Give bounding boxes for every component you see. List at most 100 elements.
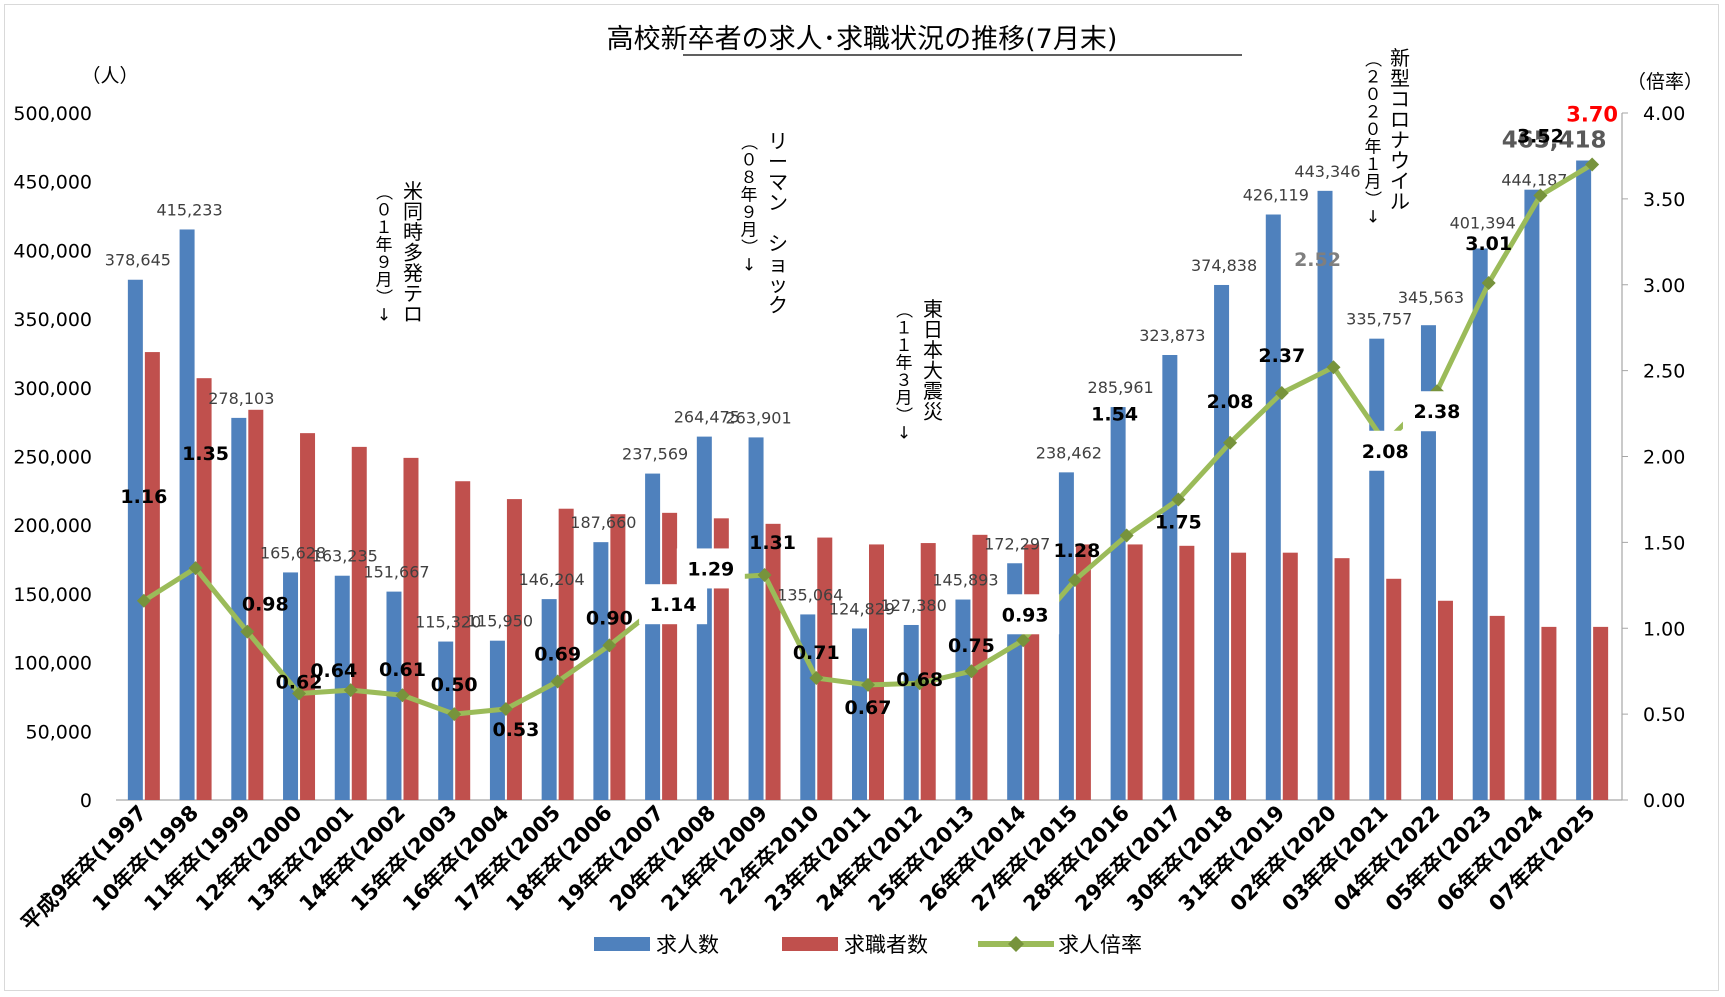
ratio-value-label: 0.69	[534, 643, 581, 665]
annotation-char: ナ	[1390, 128, 1410, 152]
annotation-sub-char: ０	[1365, 85, 1382, 105]
ratio-value-label: 0.98	[242, 594, 289, 616]
ratio-value-label: 1.54	[1091, 404, 1138, 426]
ratio-marker	[395, 688, 410, 703]
ratio-value-label: 0.61	[379, 659, 426, 681]
annotation-sub-char: （	[1362, 51, 1382, 68]
ratio-marker	[1119, 528, 1134, 543]
seeker-bar	[1593, 626, 1609, 800]
seeker-bar	[1024, 544, 1040, 800]
annotation-sub-char: 月	[1365, 173, 1382, 193]
left-tick-label: 250,000	[13, 447, 92, 469]
demand-value-label: 285,961	[1088, 378, 1154, 397]
annotation-sub-char: （	[893, 302, 913, 319]
legend-marker-ratio	[1008, 936, 1024, 952]
annotation-char: リ	[768, 129, 788, 153]
ratio-marker	[1067, 573, 1082, 588]
ratio-marker	[1016, 633, 1031, 648]
seeker-bar	[869, 544, 884, 800]
right-tick-label: 4.00	[1643, 103, 1685, 125]
demand-value-label: 115,320	[415, 613, 481, 632]
demand-bar	[1162, 354, 1178, 800]
annotation-sub-char: ）	[738, 239, 758, 256]
annotation-sub-char: ）	[1362, 191, 1382, 208]
annotation-sub-char: ０	[1365, 120, 1382, 140]
demand-bar	[334, 575, 350, 800]
annotation-char: 本	[923, 338, 943, 362]
annotation-sub-char: １	[896, 336, 913, 356]
ratio-value-label: 2.38	[1414, 401, 1461, 423]
right-tick-label: 0.00	[1643, 790, 1685, 812]
left-tick-label: 200,000	[13, 515, 92, 537]
seeker-bar	[403, 457, 419, 800]
annotation-sub-char: 月	[896, 389, 913, 409]
demand-bar	[1058, 472, 1074, 800]
legend-label-seekers: 求職者数	[844, 933, 928, 957]
demand-value-label: 278,103	[208, 389, 274, 408]
annotation-char: 日	[923, 318, 943, 342]
annotation-char: ン	[768, 191, 788, 215]
demand-value-label: 187,660	[570, 513, 636, 532]
ratio-value-label: 0.68	[896, 669, 943, 691]
annotation-sub-char: ０	[376, 201, 393, 221]
annotation-sub-char: 年	[376, 236, 393, 256]
left-tick-label: 500,000	[13, 103, 92, 125]
right-tick-label: 0.50	[1643, 704, 1685, 726]
ratio-marker	[1585, 157, 1600, 172]
demand-bar	[1265, 214, 1281, 800]
seeker-bar	[610, 514, 626, 800]
annotation-sub-char: １	[376, 218, 393, 238]
annotation-sub-char: （	[373, 184, 393, 201]
ratio-marker	[912, 676, 927, 691]
seeker-bar	[558, 508, 574, 800]
seeker-bar	[196, 378, 212, 800]
seeker-bar	[662, 512, 678, 800]
annotation-sub-char: １	[1365, 155, 1382, 175]
annotation-char: 震	[923, 379, 943, 403]
annotation-char: ク	[768, 293, 788, 317]
ratio-marker	[861, 677, 875, 692]
demand-bar	[1110, 407, 1126, 800]
demand-bar	[1524, 189, 1540, 800]
ratio-value-label: 1.14	[650, 594, 697, 616]
demand-value-label: 264,475	[674, 408, 740, 427]
seeker-bar	[1231, 552, 1247, 800]
demand-value-label: 323,873	[1139, 326, 1205, 345]
left-tick-label: 350,000	[13, 309, 92, 331]
demand-value-label: 378,645	[105, 251, 171, 270]
x-axis-ticks: 平成9年卒(199710年卒(199811年卒(199912年卒(200013年…	[17, 801, 1600, 936]
annotation-sub-char: １	[896, 319, 913, 339]
demand-bar	[1472, 248, 1488, 801]
annotation-char: ウ	[1390, 149, 1410, 173]
ratio-marker	[964, 664, 979, 679]
annotation-sub-char: ↓	[377, 306, 391, 326]
annotation-sub-char: ２	[1365, 68, 1382, 88]
annotation-sub-char: ２	[1365, 103, 1382, 123]
seeker-bar	[455, 481, 471, 800]
demand-bar	[903, 624, 919, 800]
seeker-bar	[765, 523, 781, 800]
annotation-char: ッ	[768, 273, 788, 297]
ratio-marker	[240, 624, 255, 639]
annotation-char: 同	[403, 200, 423, 224]
ratio-value-label: 1.31	[749, 532, 796, 554]
annotation-char: 大	[923, 359, 943, 383]
demand-bar	[593, 542, 609, 800]
ratio-value-label: 0.75	[948, 635, 995, 657]
annotation-sub-char: ↓	[742, 256, 756, 276]
demand-value-label: 127,380	[881, 596, 947, 615]
right-tick-label: 2.00	[1643, 447, 1685, 469]
seeker-bar	[1489, 615, 1505, 800]
demand-value-label: 238,462	[1036, 443, 1102, 462]
demand-value-label: 145,893	[932, 571, 998, 590]
ratio-marker	[602, 638, 617, 653]
annotation-char: 時	[403, 220, 423, 244]
ratio-value-label: 0.53	[492, 719, 539, 741]
annotation-sub-char: 年	[896, 354, 913, 374]
annotation-sub-char: ↓	[1366, 208, 1380, 228]
left-tick-label: 450,000	[13, 172, 92, 194]
demand-bar	[231, 417, 247, 800]
seeker-bar	[1437, 600, 1453, 800]
seeker-bar	[713, 518, 729, 800]
